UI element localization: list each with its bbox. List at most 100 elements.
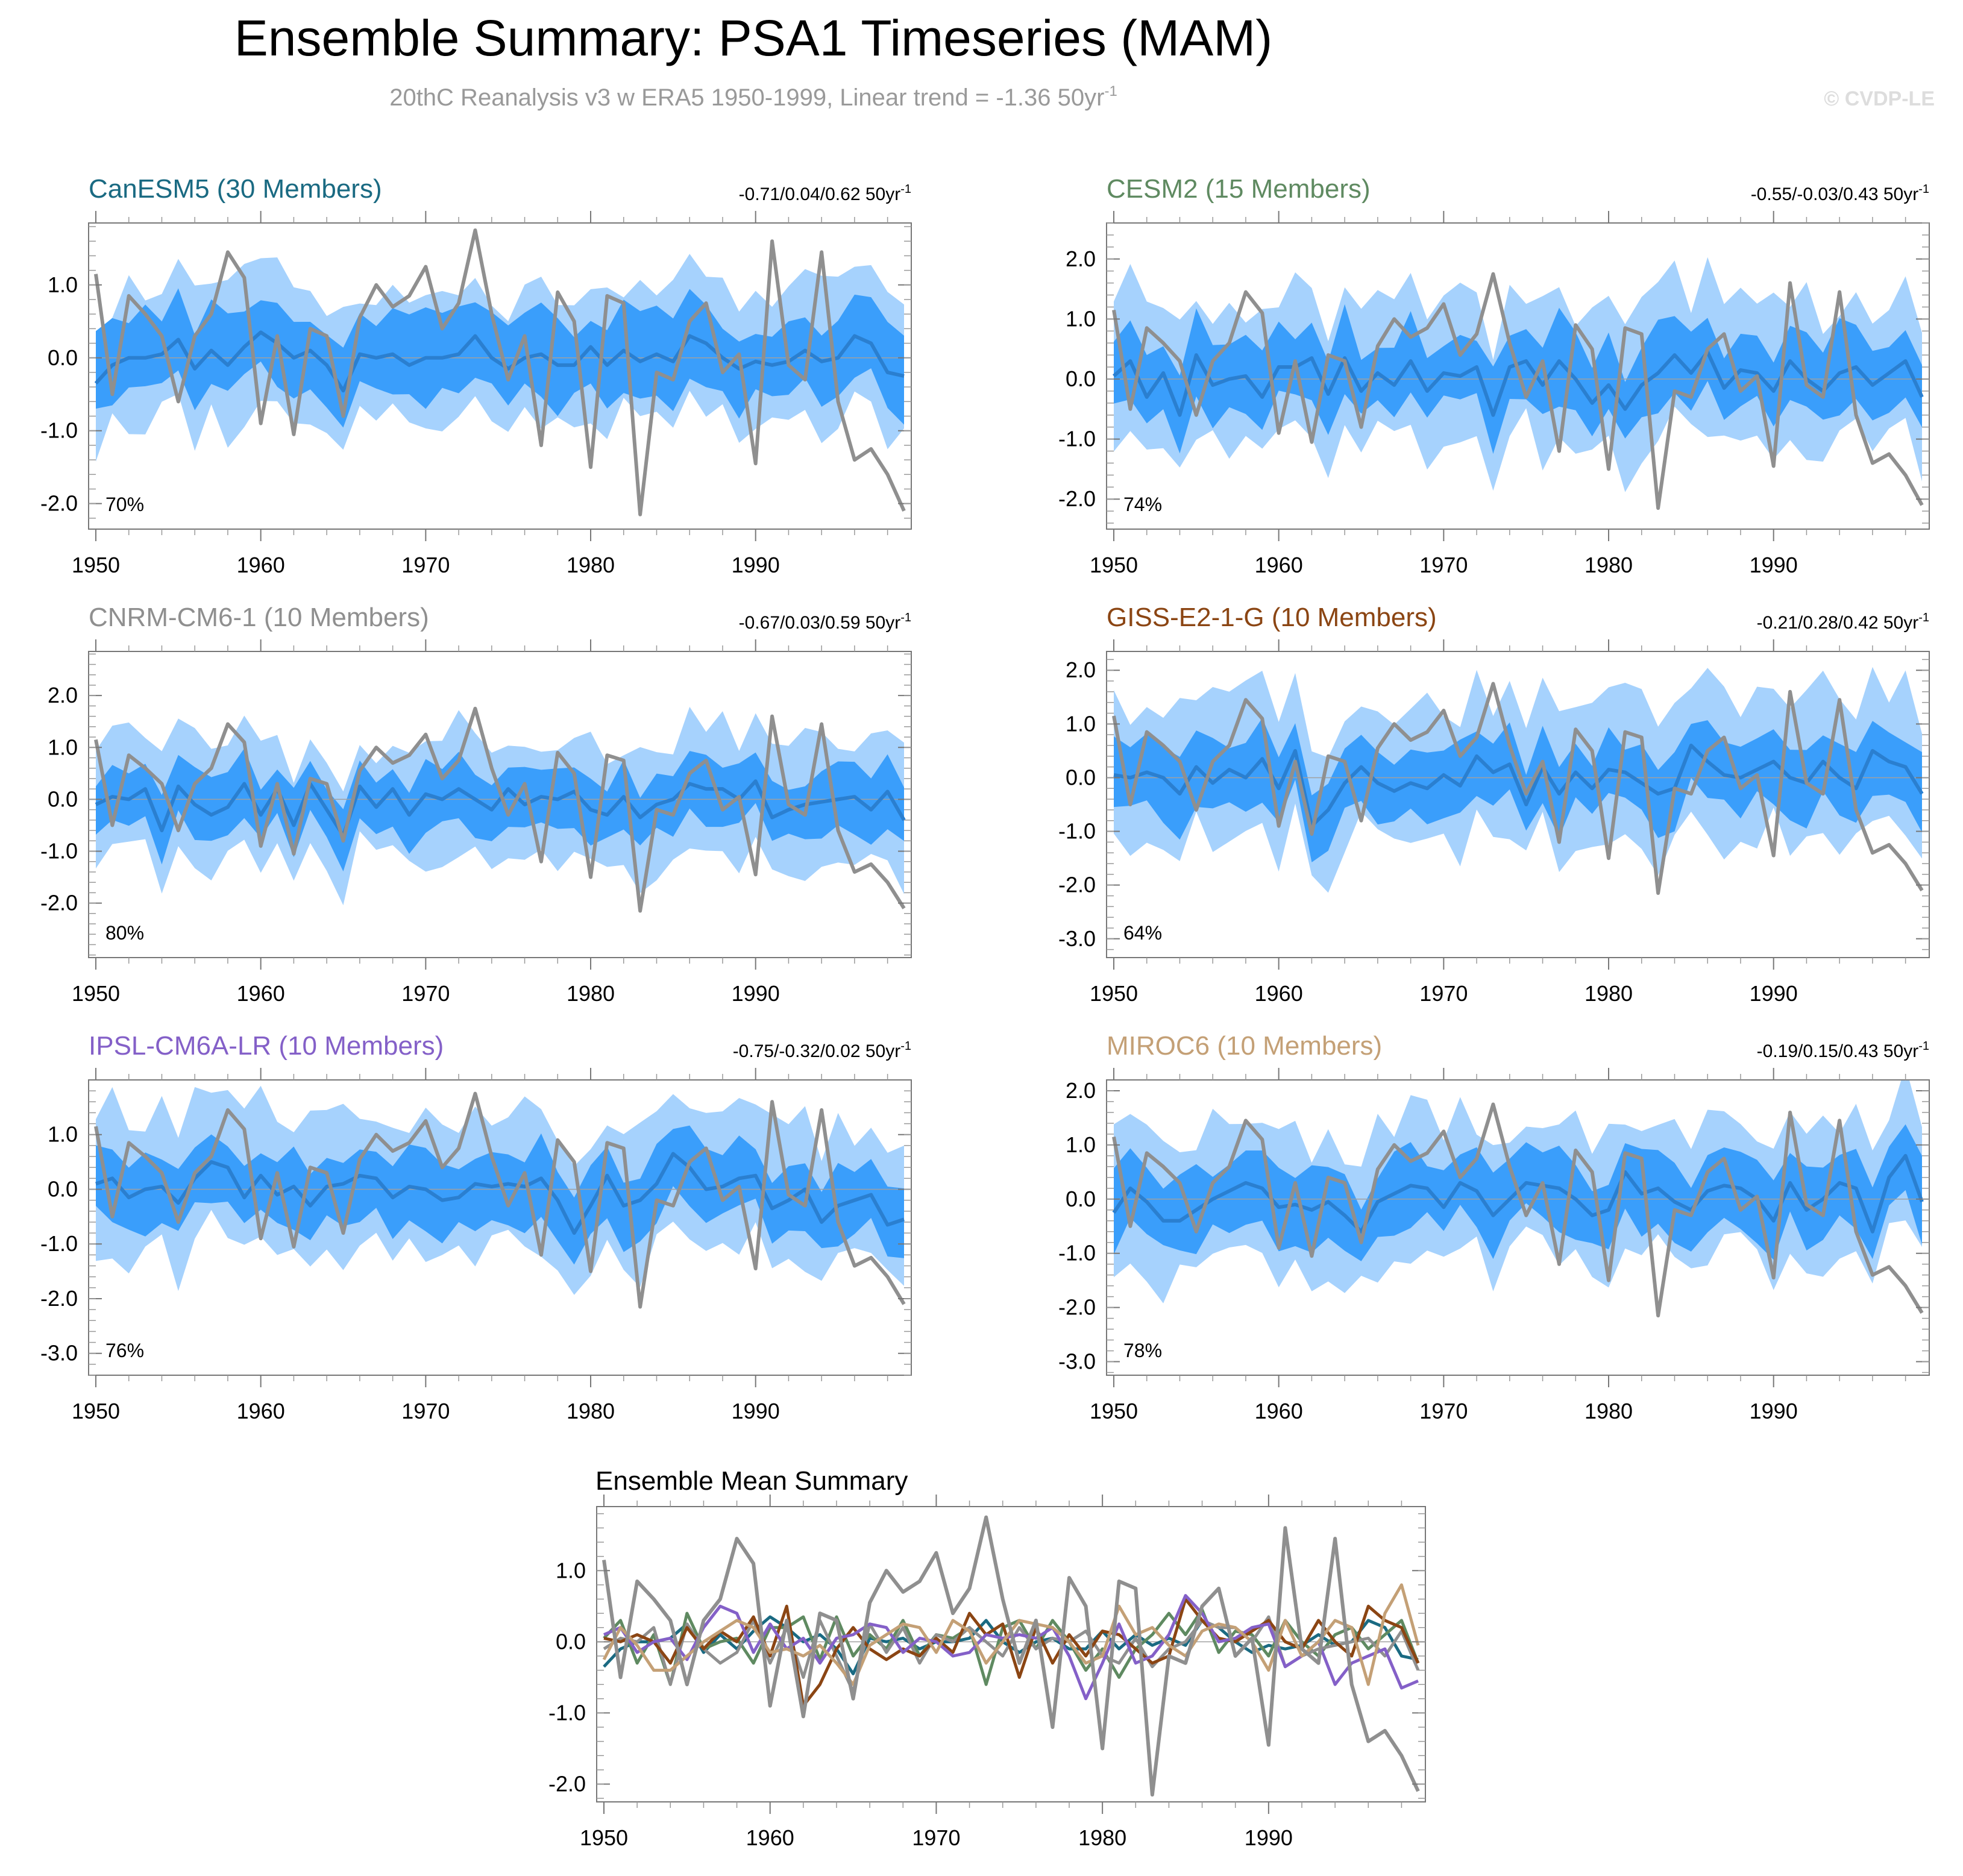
x-tick-label: 1970 <box>912 1825 960 1850</box>
trend-superscript: -1 <box>1918 183 1929 196</box>
trend-superscript: -1 <box>1918 611 1929 624</box>
y-tick-label: -2.0 <box>40 891 78 915</box>
trend-label: -0.19/0.15/0.43 50yr-1 <box>1757 1040 1929 1061</box>
ensemble-mean-line <box>95 779 906 838</box>
x-tick-label: 1960 <box>1255 981 1303 1006</box>
observed-line <box>1112 272 1924 510</box>
panel-6: MIROC6 (10 Members) -0.19/0.15/0.43 50yr-… <box>1058 1031 1930 1423</box>
x-tick-label: 1980 <box>1585 553 1633 577</box>
inner-range-band <box>1114 718 1922 862</box>
plot-frame <box>88 222 912 530</box>
trend-superscript: -1 <box>900 183 911 196</box>
y-tick-label: 0.0 <box>48 786 78 811</box>
x-tick-label: 1950 <box>72 553 120 577</box>
plot-frame <box>1106 651 1930 958</box>
trend-value: -0.75/-0.32/0.02 50yr <box>733 1041 901 1061</box>
y-tick-label: -1.0 <box>40 1231 78 1256</box>
x-tick-label: 1970 <box>1419 981 1468 1006</box>
trend-label: -0.55/-0.03/0.43 50yr-1 <box>1751 183 1929 204</box>
x-tick-label: 1970 <box>401 1399 450 1423</box>
y-tick-label: -2.0 <box>40 491 78 516</box>
trend-value: -0.19/0.15/0.43 50yr <box>1757 1041 1919 1061</box>
plot-frame <box>88 1079 912 1376</box>
x-tick-label: 1980 <box>1585 981 1633 1006</box>
subtitle-superscript: -1 <box>1104 83 1117 99</box>
y-tick-label: 1.0 <box>48 1122 78 1147</box>
panel-7: Ensemble Mean Summary -2.0 -1.0 0.0 1.0 1950 1… <box>548 1466 1426 1850</box>
y-tick-label: -1.0 <box>40 418 78 443</box>
x-tick-label: 1980 <box>567 553 615 577</box>
trend-label: -0.67/0.03/0.59 50yr-1 <box>739 611 911 633</box>
y-tick-label: -3.0 <box>1058 1349 1096 1374</box>
y-tick-label: -3.0 <box>40 1341 78 1366</box>
y-tick-label: -2.0 <box>40 1286 78 1311</box>
panel-title: CanESM5 (30 Members) <box>89 174 382 204</box>
panel-title: Ensemble Mean Summary <box>595 1466 908 1496</box>
y-tick-label: 1.0 <box>1066 306 1096 331</box>
x-tick-label: 1980 <box>567 1399 615 1423</box>
y-tick-label: 2.0 <box>48 683 78 707</box>
plot-area <box>89 706 911 913</box>
x-tick-label: 1990 <box>1750 553 1798 577</box>
x-tick-label: 1980 <box>1585 1399 1633 1423</box>
main-title: Ensemble Summary: PSA1 Timeseries (MAM) <box>234 10 1272 66</box>
x-tick-label: 1970 <box>1419 553 1468 577</box>
y-tick-label: 0.0 <box>1066 1187 1096 1211</box>
y-tick-label: 2.0 <box>1066 1078 1096 1103</box>
percent-label: 70% <box>105 494 144 515</box>
y-tick-label: 1.0 <box>1066 1132 1096 1157</box>
plot-area <box>89 1085 911 1309</box>
observed-line <box>94 1091 906 1309</box>
x-tick-label: 1950 <box>72 981 120 1006</box>
plot-area <box>1107 667 1929 896</box>
x-tick-label: 1970 <box>1419 1399 1468 1423</box>
x-tick-label: 1980 <box>567 981 615 1006</box>
x-tick-label: 1960 <box>746 1825 794 1850</box>
panel-title: CNRM-CM6-1 (10 Members) <box>89 603 429 632</box>
percent-label: 64% <box>1123 922 1162 944</box>
plot-area <box>1107 1080 1929 1318</box>
y-tick-label: -1.0 <box>1058 819 1096 844</box>
panels: CanESM5 (30 Members) -0.71/0.04/0.62 50yr… <box>40 174 1930 1850</box>
panel-5: IPSL-CM6A-LR (10 Members) -0.75/-0.32/0.0… <box>40 1031 912 1423</box>
plot-frame <box>596 1506 1426 1802</box>
x-tick-label: 1980 <box>1078 1825 1126 1850</box>
y-tick-label: -2.0 <box>1058 873 1096 897</box>
y-tick-label: 0.0 <box>1066 366 1096 391</box>
trend-label: -0.75/-0.32/0.02 50yr-1 <box>733 1040 911 1061</box>
y-tick-label: -2.0 <box>548 1771 586 1796</box>
y-tick-label: 1.0 <box>1066 711 1096 736</box>
x-tick-label: 1960 <box>1255 553 1303 577</box>
panel-title: CESM2 (15 Members) <box>1107 174 1371 204</box>
panel-title: GISS-E2-1-G (10 Members) <box>1107 603 1437 632</box>
panel-4: GISS-E2-1-G (10 Members) -0.21/0.28/0.42 … <box>1058 603 1930 1006</box>
observed-line <box>1112 682 1924 896</box>
plot-frame <box>1106 222 1930 530</box>
y-tick-label: -1.0 <box>40 838 78 863</box>
x-tick-label: 1990 <box>732 553 780 577</box>
x-tick-label: 1960 <box>237 981 285 1006</box>
y-tick-label: -1.0 <box>1058 1241 1096 1266</box>
subtitle-text: 20thC Reanalysis v3 w ERA5 1950-1999, Li… <box>389 84 1104 111</box>
trend-label: -0.71/0.04/0.62 50yr-1 <box>739 183 911 204</box>
plot-area <box>597 1515 1425 1797</box>
x-tick-label: 1960 <box>237 1399 285 1423</box>
panel-2: CESM2 (15 Members) -0.55/-0.03/0.43 50yr-… <box>1058 174 1930 577</box>
y-tick-label: 1.0 <box>48 735 78 759</box>
y-tick-label: 0.0 <box>48 1176 78 1201</box>
x-tick-label: 1960 <box>1255 1399 1303 1423</box>
y-tick-label: -2.0 <box>1058 486 1096 511</box>
trend-superscript: -1 <box>1918 1040 1929 1053</box>
y-tick-label: -2.0 <box>1058 1295 1096 1320</box>
y-tick-label: 0.0 <box>556 1629 586 1654</box>
percent-label: 74% <box>1123 494 1162 515</box>
y-tick-label: -1.0 <box>1058 427 1096 451</box>
ensemble-mean-line <box>1113 743 1924 828</box>
panel-title: MIROC6 (10 Members) <box>1107 1031 1382 1061</box>
percent-label: 76% <box>105 1340 144 1361</box>
y-tick-label: 0.0 <box>48 345 78 370</box>
trend-label: -0.21/0.28/0.42 50yr-1 <box>1757 611 1929 633</box>
plot-frame <box>88 651 912 958</box>
y-tick-label: 0.0 <box>1066 765 1096 789</box>
